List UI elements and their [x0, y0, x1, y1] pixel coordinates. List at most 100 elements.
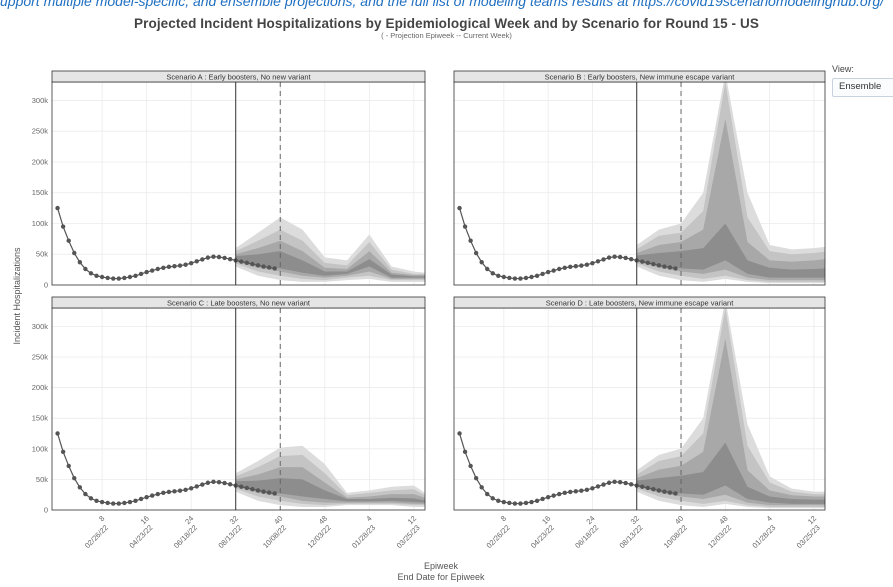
observed-point [205, 480, 211, 485]
observed-point [133, 273, 138, 278]
observed-point [194, 484, 199, 489]
observed-point [523, 500, 529, 506]
observed-point [579, 263, 584, 268]
observed-point [150, 493, 155, 498]
observed-point [579, 488, 584, 493]
observed-point [534, 273, 540, 278]
observed-point [523, 275, 529, 281]
x-tick-date: 04/23/22 [529, 523, 556, 550]
observed-point [105, 275, 110, 281]
observed-point [183, 487, 188, 492]
observed-point [77, 485, 83, 490]
observed-point [462, 449, 468, 455]
observed-point [601, 257, 606, 262]
chart-title: Projected Incident Hospitalizations by E… [134, 16, 759, 31]
observed-point [540, 496, 545, 502]
x-tick-date: 03/25/23 [395, 523, 422, 550]
observed-point [272, 266, 277, 271]
panel-plot-area [457, 308, 825, 509]
observed-point [507, 275, 512, 281]
observed-point [122, 275, 127, 281]
observed-point [601, 482, 606, 487]
observed-point [222, 255, 227, 261]
y-tick-label: 50k [36, 250, 48, 259]
observed-point [645, 485, 651, 491]
x-tick-date: 10/08/22 [662, 523, 689, 550]
projection-band-core [636, 223, 825, 278]
observed-point [244, 485, 250, 491]
y-tick-label: 50k [36, 475, 48, 484]
facet-strip [453, 70, 826, 83]
observed-point [227, 482, 233, 487]
chart-subtitle: ( - Projection Epiweek -- Current Week) [381, 31, 512, 40]
observed-point [60, 449, 66, 455]
observed-point [640, 484, 645, 489]
y-tick-label: 250k [32, 352, 49, 361]
observed-point [590, 260, 595, 266]
x-tick-date: 01/28/23 [750, 523, 777, 550]
view-dropdown[interactable]: Ensemble [832, 78, 893, 97]
observed-point [227, 256, 233, 262]
observed-point [127, 274, 133, 280]
observed-point [166, 489, 172, 495]
x-tick-week: 8 [499, 514, 508, 523]
observed-point [512, 276, 518, 281]
observed-point [261, 264, 266, 269]
facet-panel: 0 50k 100k 150k 200k 250k 300k Scenario A : Ear… [32, 70, 426, 290]
observed-point [462, 224, 468, 229]
observed-point [161, 490, 166, 496]
observed-point [94, 273, 99, 278]
facet-strip-label: Scenario A : Early boosters, No new vari… [166, 72, 311, 81]
x-axis-title: Epiweek [424, 561, 459, 571]
observed-point [573, 489, 579, 494]
observed-point [562, 265, 567, 270]
observed-point [490, 496, 495, 501]
x-tick-date: 06/18/22 [172, 523, 199, 550]
y-tick-label: 300k [32, 96, 49, 105]
observed-point [551, 493, 556, 498]
observed-point [250, 261, 255, 267]
observed-point [612, 254, 617, 259]
observed-point [473, 475, 479, 481]
observed-point [255, 488, 261, 493]
observed-point [673, 266, 678, 271]
facet-strip [453, 296, 826, 309]
observed-point [72, 250, 77, 256]
observed-point [518, 276, 523, 281]
view-label: View: [832, 64, 854, 74]
observed-point [150, 268, 155, 273]
observed-line [56, 207, 275, 280]
observed-point [66, 463, 71, 469]
observed-point [628, 256, 634, 262]
y-tick-label: 150k [32, 414, 49, 423]
y-tick-label: 0 [44, 281, 48, 290]
observed-point [656, 488, 662, 493]
observed-point [606, 480, 612, 485]
observed-point [88, 271, 94, 276]
projection-band-inner [636, 338, 825, 506]
observed-point [239, 484, 244, 489]
x-tick-date: 03/25/23 [795, 523, 822, 550]
observed-point [244, 260, 250, 266]
observed-point [116, 501, 122, 506]
observed-point [72, 475, 77, 481]
observed-point [584, 262, 590, 267]
observed-point [479, 260, 484, 265]
observed-point [562, 490, 567, 496]
observed-point [200, 257, 205, 262]
observed-point [111, 276, 116, 281]
observed-point [138, 496, 144, 502]
x-tick-date: 02/26/22 [83, 523, 110, 550]
observed-point [468, 238, 473, 243]
x-tick: 802/26/22 [485, 514, 512, 550]
observed-point [457, 431, 462, 436]
observed-point [222, 480, 227, 486]
observed-point [133, 498, 138, 504]
observed-point [155, 266, 160, 272]
observed-point [496, 273, 501, 278]
observed-point [512, 501, 518, 506]
